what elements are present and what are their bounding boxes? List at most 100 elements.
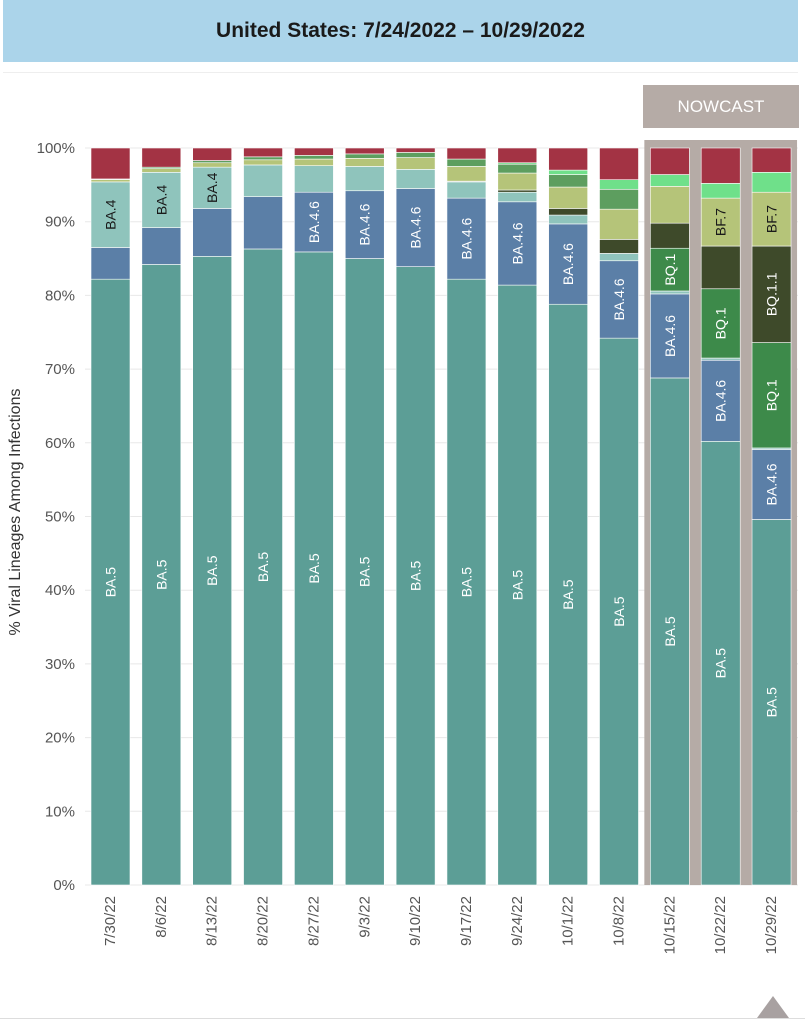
bar-segment[interactable] <box>243 164 283 197</box>
bar-segment[interactable] <box>548 147 588 171</box>
bar-segment[interactable] <box>90 278 131 886</box>
bar-segment[interactable] <box>344 190 385 259</box>
bar-segment[interactable] <box>395 266 436 886</box>
bar-stack[interactable]: BA.5 BA.4.6 <box>344 147 385 886</box>
bar-stack[interactable]: BA.5 BA.4.6 <box>548 147 588 886</box>
bar-segment[interactable] <box>548 303 588 886</box>
bar-segment[interactable] <box>700 357 741 361</box>
bar-segment[interactable] <box>294 158 334 166</box>
bar-segment[interactable] <box>548 208 588 216</box>
bar-stack[interactable]: BA.5 BA.4.6 <box>599 147 639 886</box>
bar-segment[interactable] <box>751 191 792 247</box>
bar-segment[interactable] <box>650 377 690 886</box>
bar-segment[interactable] <box>141 172 182 228</box>
bar-segment[interactable] <box>599 208 639 240</box>
bar-segment[interactable] <box>294 251 334 886</box>
bar-segment[interactable] <box>192 208 232 257</box>
bar-segment[interactable] <box>751 519 792 886</box>
bar-segment[interactable] <box>294 165 334 193</box>
bar-stack[interactable]: BA.5 BA.4.6 BQ.1 BF.7 <box>700 147 741 886</box>
bar-segment[interactable] <box>141 264 182 886</box>
bar-segment[interactable] <box>446 166 487 182</box>
bar-segment[interactable] <box>700 147 741 184</box>
bar-stack[interactable]: BA.5 BA.4 <box>90 147 131 886</box>
bar-segment[interactable] <box>344 147 385 155</box>
bar-segment[interactable] <box>192 160 232 164</box>
bar-segment[interactable] <box>548 174 588 188</box>
bar-segment[interactable] <box>599 147 639 180</box>
bar-segment[interactable] <box>192 162 232 168</box>
bar-segment[interactable] <box>344 153 385 159</box>
bar-stack[interactable]: BA.5 BA.4 <box>192 147 232 886</box>
bar-segment[interactable] <box>395 152 436 158</box>
bar-segment[interactable] <box>395 157 436 170</box>
bar-segment[interactable] <box>700 288 741 359</box>
bar-segment[interactable] <box>548 214 588 225</box>
bar-segment[interactable] <box>446 181 487 199</box>
bar-stack[interactable]: BA.5 BA.4.6 <box>446 147 487 886</box>
bar-segment[interactable] <box>243 156 283 161</box>
bar-segment[interactable] <box>700 359 741 442</box>
bar-stack[interactable]: BA.5 BA.4.6 BQ.1 <box>650 147 690 886</box>
bar-segment[interactable] <box>497 201 538 286</box>
bar-stack[interactable]: BA.5 BA.4.6 <box>497 147 538 886</box>
bar-segment[interactable] <box>497 191 538 203</box>
bar-segment[interactable] <box>751 245 792 343</box>
bar-segment[interactable] <box>395 147 436 153</box>
bar-segment[interactable] <box>497 284 538 886</box>
bar-segment[interactable] <box>243 248 283 886</box>
bar-segment[interactable] <box>446 197 487 280</box>
bar-segment[interactable] <box>751 342 792 449</box>
bar-segment[interactable] <box>90 179 131 183</box>
bar-segment[interactable] <box>497 163 538 174</box>
bar-segment[interactable] <box>294 155 334 160</box>
bar-segment[interactable] <box>700 441 741 886</box>
bar-segment[interactable] <box>294 147 334 156</box>
bar-segment[interactable] <box>650 174 690 187</box>
bar-segment[interactable] <box>192 256 232 886</box>
bar-segment[interactable] <box>395 188 436 267</box>
bar-segment[interactable] <box>90 147 131 180</box>
bar-segment[interactable] <box>700 183 741 199</box>
bar-segment[interactable] <box>344 158 385 167</box>
scroll-to-top-button[interactable] <box>757 996 789 1018</box>
bar-segment[interactable] <box>599 179 639 190</box>
bar-segment[interactable] <box>599 188 639 210</box>
bar-segment[interactable] <box>650 186 690 224</box>
bar-segment[interactable] <box>548 186 588 209</box>
bar-segment[interactable] <box>599 260 639 339</box>
bar-segment[interactable] <box>141 168 182 173</box>
bar-segment[interactable] <box>650 222 690 249</box>
bar-stack[interactable]: BA.5 BA.4.6 <box>294 147 334 886</box>
bar-segment[interactable] <box>751 172 792 193</box>
bar-stack[interactable]: BA.5 BA.4.6 BQ.1 BQ.1.1 BF.7 <box>751 147 792 886</box>
bar-segment[interactable] <box>141 147 182 168</box>
bar-segment[interactable] <box>599 239 639 254</box>
bar-segment[interactable] <box>344 166 385 192</box>
bar-segment[interactable] <box>243 147 283 158</box>
bar-segment[interactable] <box>395 169 436 189</box>
bar-stack[interactable]: BA.5 BA.4.6 <box>395 147 436 886</box>
bar-segment[interactable] <box>446 147 487 160</box>
bar-segment[interactable] <box>497 189 538 193</box>
bar-segment[interactable] <box>599 337 639 886</box>
bar-segment[interactable] <box>497 147 538 164</box>
bar-stack[interactable]: BA.5 <box>243 147 283 886</box>
bar-segment[interactable] <box>751 147 792 173</box>
bar-segment[interactable] <box>548 223 588 305</box>
bar-segment[interactable] <box>90 247 131 280</box>
bar-segment[interactable] <box>243 159 283 166</box>
bar-segment[interactable] <box>497 172 538 191</box>
bar-segment[interactable] <box>751 449 792 520</box>
bar-segment[interactable] <box>599 253 639 262</box>
bar-segment[interactable] <box>192 147 232 161</box>
bar-segment[interactable] <box>548 169 588 175</box>
bar-segment[interactable] <box>700 197 741 247</box>
bar-segment[interactable] <box>446 158 487 167</box>
bar-segment[interactable] <box>650 147 690 175</box>
bar-segment[interactable] <box>446 278 487 886</box>
bar-segment[interactable] <box>141 227 182 265</box>
bar-stack[interactable]: BA.5 BA.4 <box>141 147 182 886</box>
bar-segment[interactable] <box>700 245 741 290</box>
bar-segment[interactable] <box>650 290 690 295</box>
